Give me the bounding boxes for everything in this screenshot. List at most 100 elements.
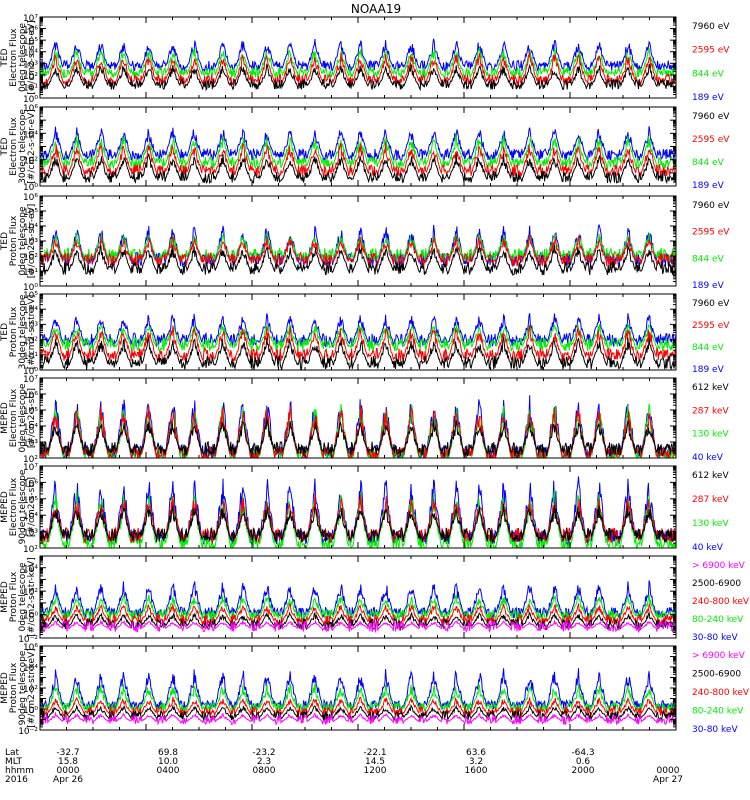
legend-entry: 30-80 keV: [692, 725, 738, 735]
series-line-p4-s2: [40, 325, 676, 364]
y-tick-label: 10³: [23, 321, 38, 331]
y-tick-label: 10⁰: [23, 706, 38, 716]
x-row-label: 2016: [5, 775, 28, 785]
y-tick-label: 10²: [23, 685, 38, 695]
series-line-p2-s1: [40, 153, 676, 185]
legend-entry: 287 keV: [692, 495, 729, 505]
y-axis-label-line: [#/cm2-s-str]: [27, 477, 37, 537]
x-tick-lat: -22.1: [363, 748, 386, 758]
y-tick-label: 10⁶: [23, 391, 38, 401]
legend-entry: 189 eV: [692, 93, 725, 103]
series-line-p3-s2: [40, 234, 676, 267]
series-line-p1-s2: [40, 52, 676, 87]
legend-entry: 240-800 keV: [692, 597, 750, 607]
legend-entry: 844 eV: [692, 254, 725, 264]
x-tick-hhmm: 2000: [572, 766, 595, 776]
y-axis-label-line: [#/cm2-s-str]: [27, 388, 37, 448]
legend-entry: 7960 eV: [692, 112, 730, 122]
y-axis-label-line: [#/cm2-s-str-keV]: [27, 648, 37, 727]
series-line-p8-s4: [40, 683, 676, 714]
y-axis-label-line: Proton Flux: [9, 215, 19, 266]
x-tick-date: Apr 26: [53, 775, 83, 785]
x-row-label: Lat: [5, 748, 20, 758]
legend-entry: 40 keV: [692, 543, 724, 553]
series-line-p2-s4: [40, 126, 676, 162]
x-tick-date: Apr 27: [653, 775, 683, 785]
series-line-p8-s5: [40, 668, 676, 712]
legend-entry: 2595 eV: [692, 135, 730, 145]
y-tick-label: 10⁴: [23, 306, 38, 316]
y-tick-label: 10⁰: [23, 183, 38, 193]
y-tick-label: 10⁶: [23, 104, 38, 114]
y-axis-label-line: 30deg telescope: [18, 294, 28, 369]
y-axis-label-line: 0deg telescope: [18, 23, 28, 93]
y-tick-label: 10⁷: [23, 463, 38, 473]
y-tick-label: 10³: [23, 439, 38, 449]
y-tick-label: 10⁻²: [18, 635, 38, 645]
y-tick-label: 10⁰: [23, 612, 38, 622]
y-tick-label: 10⁴: [23, 423, 38, 433]
y-tick-label: 10⁴: [23, 49, 38, 59]
y-tick-label: 10¹: [23, 268, 38, 278]
y-tick-label: 10³: [23, 60, 38, 70]
y-tick-label: 10²: [23, 157, 38, 167]
legend-entry: 2595 eV: [692, 228, 730, 238]
y-tick-label: 10⁵: [23, 208, 38, 218]
y-axis-label-line: TED: [0, 137, 10, 156]
x-tick-hhmm: 0000: [657, 766, 680, 776]
legend-entry: 189 eV: [692, 181, 725, 191]
y-axis-label-line: 0deg telescope: [18, 206, 28, 276]
panel-frame: [39, 377, 677, 459]
series-line-p1-s4: [40, 38, 676, 73]
y-tick-label: 10²: [23, 337, 38, 347]
legend-entry: 80-240 keV: [692, 615, 744, 625]
series-line-p7-s3: [40, 602, 676, 627]
y-axis-label-line: [#/cm2-s-str-keV]: [27, 557, 37, 636]
y-tick-label: 10⁴: [23, 223, 38, 233]
panel-6: 10² 10³ 10⁴ 10⁵ 10⁶ 10⁷ MEPED Electron Flux 90de…: [0, 463, 729, 555]
series-line-p5-s1: [40, 417, 676, 458]
y-tick-label: 10⁴: [23, 512, 38, 522]
x-tick-lat: 63.6: [466, 748, 486, 758]
y-tick-label: 10¹: [23, 352, 38, 362]
y-tick-label: 10⁰: [23, 283, 38, 293]
y-tick-label: 10³: [23, 238, 38, 248]
series-line-p7-s1: [40, 619, 676, 634]
series-line-p6-s1: [40, 503, 676, 545]
legend-entry: 2595 eV: [692, 46, 730, 56]
y-axis-label-line: Electron Flux: [9, 28, 19, 87]
legend-entry: > 6900 keV: [692, 561, 746, 571]
panel-4: 10⁰ 10¹ 10² 10³ 10⁴ 10⁵ TED Proton Flux 30deg te…: [0, 291, 730, 377]
y-axis-label-line: [#/cm2-s-str-eV]: [27, 295, 37, 370]
y-axis-label-line: TED: [0, 323, 10, 342]
legend-entry: > 6900 keV: [692, 651, 746, 661]
series-line-p6-s2: [40, 492, 676, 544]
y-axis-label-line: TED: [0, 48, 10, 67]
panel-3: 10⁰ 10¹ 10² 10³ 10⁴ 10⁵ 10⁶ TED Proton Flux 0deg …: [0, 193, 730, 293]
legend-entry: 240-800 keV: [692, 688, 750, 698]
series-line-p7-s5: [40, 580, 676, 620]
y-tick-label: 10⁴: [23, 664, 38, 674]
y-tick-label: 10¹: [23, 83, 38, 93]
panel-8: 10⁻² 10⁰ 10² 10⁴ 10⁶ MEPED Proton Flux 90deg te…: [0, 643, 750, 737]
y-axis-label-line: Electron Flux: [9, 117, 19, 176]
y-tick-label: 10⁶: [23, 643, 38, 653]
figure-title: NOAA19: [351, 2, 401, 16]
legend-entry: 844 eV: [692, 343, 725, 353]
legend-entry: 40 keV: [692, 453, 724, 463]
y-tick-label: 10⁵: [23, 37, 38, 47]
series-line-p2-s3: [40, 134, 676, 171]
x-tick-mlt: 3.2: [469, 757, 483, 767]
series-line-p1-s1: [40, 62, 676, 92]
y-axis-label-line: [#/cm2-s-str-eV]: [27, 204, 37, 279]
y-tick-label: 10⁻²: [18, 727, 38, 737]
y-tick-label: 10²: [23, 253, 38, 263]
y-tick-label: 10⁴: [23, 565, 38, 575]
legend-entry: 189 eV: [692, 281, 725, 291]
legend-entry: 612 keV: [692, 471, 729, 481]
y-axis-label-line: 90deg telescope: [18, 469, 28, 544]
y-tick-label: 10²: [23, 545, 38, 555]
x-tick-lat: -64.3: [571, 748, 594, 758]
